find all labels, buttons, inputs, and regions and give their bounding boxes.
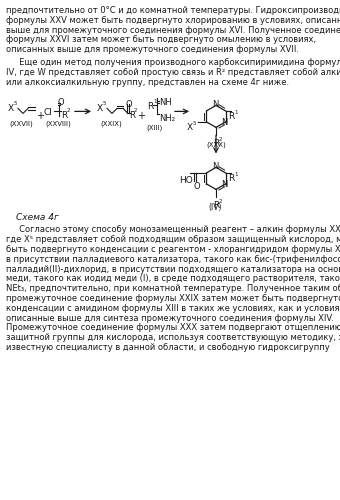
Text: 5: 5 — [103, 102, 106, 106]
Text: меди, такого как иодид меди (I), в среде подходящего растворителя, такого как: меди, такого как иодид меди (I), в среде… — [6, 274, 340, 283]
Text: 5: 5 — [14, 102, 17, 106]
Text: быть подвергнуто конденсации с реагентом - хлорангидридом формулы XXVIII,: быть подвергнуто конденсации с реагентом… — [6, 245, 340, 254]
Text: NH₂: NH₂ — [159, 114, 175, 124]
Text: HO: HO — [180, 176, 193, 185]
Text: формулы XXV может быть подвергнуто хлорированию в условиях, описанных: формулы XXV может быть подвергнуто хлори… — [6, 16, 340, 25]
Text: X: X — [186, 123, 192, 132]
Text: X: X — [97, 104, 103, 114]
Text: промежуточное соединение формулы XXIX затем может быть подвергнуто: промежуточное соединение формулы XXIX за… — [6, 294, 340, 303]
Text: NH: NH — [159, 98, 172, 108]
Text: защитной группы для кислорода, используя соответствующую методику, хорошо: защитной группы для кислорода, используя… — [6, 333, 340, 342]
Text: описанные выше для синтеза промежуточного соединения формулы XIV.: описанные выше для синтеза промежуточног… — [6, 314, 334, 322]
Text: конденсации с амидином формулы XIII в таких же условиях, как и условия,: конденсации с амидином формулы XIII в та… — [6, 304, 340, 313]
Text: Согласно этому способу монозамещенный реагент – алкин формулы XXVII,: Согласно этому способу монозамещенный ре… — [6, 226, 340, 234]
Text: R: R — [228, 174, 235, 183]
Text: Схема 4г: Схема 4г — [16, 214, 59, 222]
Text: N: N — [221, 180, 228, 190]
Text: NEt₃, предпочтительно, при комнатной температуре. Полученное таким образом: NEt₃, предпочтительно, при комнатной тем… — [6, 284, 340, 293]
Text: +: + — [137, 112, 145, 122]
Text: IV, где W представляет собой простую связь и R² представляет собой алкильную: IV, где W представляет собой простую свя… — [6, 68, 340, 77]
Text: палладий(II)-дихлорид, в присутствии подходящего катализатора на основе: палладий(II)-дихлорид, в присутствии под… — [6, 264, 340, 274]
Text: R: R — [147, 102, 153, 112]
Text: (IV): (IV) — [208, 204, 221, 212]
Text: описанных выше для промежуточного соединения формулы XVII.: описанных выше для промежуточного соедин… — [6, 45, 299, 54]
Text: предпочтительно от 0°С и до комнатной температуры. Гидроксипроизводное: предпочтительно от 0°С и до комнатной те… — [6, 6, 340, 15]
Text: O: O — [57, 98, 64, 108]
Text: N: N — [212, 100, 218, 109]
Text: известную специалисту в данной области, и свободную гидроксигруппу: известную специалисту в данной области, … — [6, 343, 330, 352]
Text: 2: 2 — [134, 108, 137, 114]
Text: R: R — [61, 112, 67, 120]
Text: 5: 5 — [192, 121, 196, 126]
Text: или алкоксиалкильную группу, представлен на схеме 4г ниже.: или алкоксиалкильную группу, представлен… — [6, 78, 289, 86]
Text: (XXVIII): (XXVIII) — [45, 120, 71, 127]
Text: R: R — [129, 112, 135, 120]
Text: O: O — [193, 182, 200, 191]
Text: N: N — [221, 118, 228, 128]
Text: Cl: Cl — [44, 108, 53, 118]
Text: Еще один метод получения производного карбоксипиримидина формулы: Еще один метод получения производного ка… — [6, 58, 340, 67]
Text: 2: 2 — [219, 138, 222, 142]
Text: O: O — [126, 100, 133, 110]
Text: (XXIX): (XXIX) — [100, 120, 122, 127]
Text: R: R — [213, 140, 219, 148]
Text: формулы XXVI затем может быть подвергнуто омылению в условиях,: формулы XXVI затем может быть подвергнут… — [6, 36, 316, 44]
Text: в присутствии палладиевого катализатора, такого как бис-(трифенилфосфин): в присутствии палладиевого катализатора,… — [6, 255, 340, 264]
Text: 2: 2 — [67, 108, 70, 114]
Text: 1: 1 — [235, 110, 238, 115]
Text: N: N — [212, 162, 218, 171]
Text: (XXVII): (XXVII) — [9, 120, 33, 127]
Text: Промежуточное соединение формулы XXX затем подвергают отщеплению: Промежуточное соединение формулы XXX зат… — [6, 324, 340, 332]
Text: X: X — [8, 104, 14, 114]
Text: (XXX): (XXX) — [206, 142, 226, 148]
Text: R: R — [213, 202, 219, 210]
Text: 1: 1 — [235, 172, 238, 177]
Text: +: + — [36, 112, 44, 122]
Text: 2: 2 — [219, 200, 222, 204]
Text: где X⁵ представляет собой подходящим образом защищенный кислород, может: где X⁵ представляет собой подходящим обр… — [6, 235, 340, 244]
Text: R: R — [228, 112, 235, 121]
Text: (XIII): (XIII) — [146, 124, 162, 131]
Text: выше для промежуточного соединения формулы XVI. Полученное соединение: выше для промежуточного соединения форму… — [6, 26, 340, 35]
Text: 1: 1 — [153, 100, 156, 104]
